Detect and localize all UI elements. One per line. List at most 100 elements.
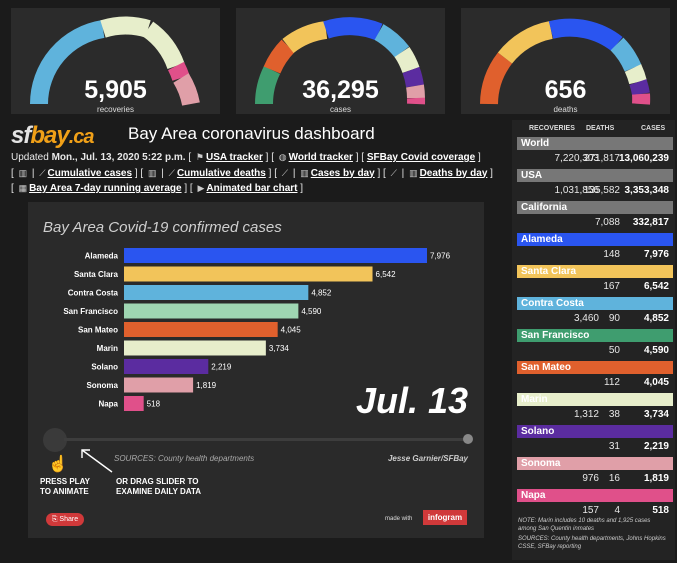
share-button[interactable]: ⎘ Share xyxy=(46,513,84,526)
bar-napa[interactable] xyxy=(124,396,144,411)
recoveries-gauge-arc xyxy=(30,16,200,107)
hand-pointer-icon: ☝ xyxy=(48,456,68,473)
bar-label: Santa Clara xyxy=(74,270,119,279)
bar-value: 518 xyxy=(147,400,161,409)
bar-contra-costa[interactable] xyxy=(124,285,309,300)
region-band-sonoma: Sonoma xyxy=(517,457,673,470)
region-values: 3,460 90 4,852 xyxy=(517,312,673,325)
bar-chart-icon: ▥ xyxy=(300,167,309,178)
bar-alameda[interactable] xyxy=(124,248,427,263)
region-values: 112 4,045 xyxy=(517,376,673,389)
sources-note: SOURCES: County health departments, John… xyxy=(518,536,666,550)
drag-slider-hint: OR DRAG SLIDER TO EXAMINE DAILY DATA xyxy=(116,477,202,496)
region-values: 167 6,542 xyxy=(517,280,673,293)
animated-bar-chart-link[interactable]: Animated bar chart xyxy=(206,183,298,194)
cases-value: 36,295 xyxy=(302,76,379,104)
region-band-san-mateo: San Mateo xyxy=(517,361,673,374)
value-cases: 4,852 xyxy=(643,313,669,324)
region-band-napa: Napa xyxy=(517,489,673,502)
updated-prefix: Updated xyxy=(11,152,49,163)
line-chart-icon: ⟋ xyxy=(281,167,289,178)
bar-label: Sonoma xyxy=(86,381,118,390)
bar-value: 1,819 xyxy=(196,381,217,390)
slider-handle[interactable] xyxy=(463,434,473,444)
chart-source: SOURCES: County health departments xyxy=(114,454,255,463)
play-icon: ▶ xyxy=(197,183,205,193)
bar-value: 4,852 xyxy=(311,289,332,298)
region-band-marin: Marin xyxy=(517,393,673,406)
world-tracker-link[interactable]: World tracker xyxy=(288,152,353,163)
value-cases: 4,045 xyxy=(643,377,669,388)
value-deaths: 16 xyxy=(608,473,620,484)
bar-label: San Mateo xyxy=(78,326,118,335)
bar-value: 6,542 xyxy=(376,270,397,279)
sfbay-covid-link[interactable]: SFBay Covid coverage xyxy=(366,152,476,163)
value-deaths: 148 xyxy=(603,249,620,260)
region-values: 31 2,219 xyxy=(517,440,673,453)
nav-links: Updated Mon., Jul. 13, 2020 5:22 p.m. [ … xyxy=(11,150,501,197)
value-recoveries: 976 xyxy=(582,473,599,484)
value-deaths: 50 xyxy=(608,345,620,356)
play-button[interactable] xyxy=(43,428,67,452)
bar-sonoma[interactable] xyxy=(124,377,194,393)
value-deaths: 4 xyxy=(614,505,620,516)
value-deaths: 135,582 xyxy=(583,185,620,196)
bar-chart-icon: ▥ xyxy=(18,167,28,178)
value-cases: 7,976 xyxy=(643,249,669,260)
header-deaths: DEATHS xyxy=(586,125,615,132)
region-values: 1,312 38 3,734 xyxy=(517,408,673,421)
header-recoveries: RECOVERIES xyxy=(529,125,575,132)
cumulative-deaths-link[interactable]: Cumulative deaths xyxy=(176,167,266,179)
region-values: 7,220,303 271,817 13,060,239 xyxy=(517,152,673,165)
value-deaths: 90 xyxy=(608,313,620,324)
region-band-san-francisco: San Francisco xyxy=(517,329,673,342)
header: sfbay.ca Bay Area coronavirus dashboard xyxy=(11,120,501,149)
value-deaths: 31 xyxy=(608,441,620,452)
bar-santa-clara[interactable] xyxy=(124,266,373,282)
region-values: 7,088 332,817 xyxy=(517,216,673,229)
bar-marin[interactable] xyxy=(124,340,266,356)
value-cases: 332,817 xyxy=(632,217,669,228)
cumulative-cases-link[interactable]: Cumulative cases xyxy=(47,167,133,179)
bar-chart-icon: ▥ xyxy=(409,167,418,178)
bar-value: 7,976 xyxy=(430,252,451,261)
sfbay-logo[interactable]: sfbay.ca xyxy=(11,122,95,149)
region-values: 1,031,856 135,582 3,353,348 xyxy=(517,184,673,197)
bar-value: 2,219 xyxy=(211,363,232,372)
chart-credit: Jesse Garnier/SFBay xyxy=(387,454,468,463)
bar-solano[interactable] xyxy=(124,359,209,374)
chart-title: Bay Area Covid-19 confirmed cases xyxy=(43,219,282,236)
bar-value: 4,590 xyxy=(301,307,322,316)
value-cases: 3,734 xyxy=(643,409,669,420)
value-recoveries: 7,220,303 xyxy=(554,153,600,164)
region-band-usa: USA xyxy=(517,169,673,182)
bar-value: 4,045 xyxy=(281,326,302,335)
region-band-solano: Solano xyxy=(517,425,673,438)
infogram-logo[interactable]: infogram xyxy=(423,510,467,525)
bar-san-francisco[interactable] xyxy=(124,303,299,319)
bar-label: Alameda xyxy=(85,252,119,261)
bar-san-mateo[interactable] xyxy=(124,322,278,337)
value-recoveries: 3,460 xyxy=(573,313,599,324)
usa-tracker-link[interactable]: USA tracker xyxy=(205,152,263,163)
recoveries-label: recoveries xyxy=(97,105,134,114)
arrow-icon xyxy=(81,449,113,473)
bar-chart: Alameda 7,976 Santa Clara 6,542 Contra Costa… xyxy=(63,248,451,411)
bar-chart-panel: Bay Area Covid-19 confirmed cases Alamed… xyxy=(28,202,484,538)
running-average-link[interactable]: Bay Area 7-day running average xyxy=(29,183,182,194)
region-values: 976 16 1,819 xyxy=(517,472,673,485)
value-cases: 13,060,239 xyxy=(618,153,669,164)
cases-gauge: 36,295 cases xyxy=(236,8,445,114)
region-band-santa-clara: Santa Clara xyxy=(517,265,673,278)
recoveries-gauge: 5,905 recoveries xyxy=(11,8,220,114)
deaths-gauge-arc xyxy=(480,18,651,105)
cases-label: cases xyxy=(330,105,351,114)
cases-by-day-link[interactable]: Cases by day xyxy=(310,167,375,179)
value-cases: 1,819 xyxy=(643,473,669,484)
deaths-by-day-link[interactable]: Deaths by day xyxy=(419,167,488,179)
date-slider[interactable] xyxy=(64,438,468,441)
bar-label: Solano xyxy=(91,363,118,372)
line-chart-icon: ⟋ xyxy=(390,167,397,178)
line-chart-icon: ⟋ xyxy=(39,167,46,178)
value-recoveries: 1,031,856 xyxy=(554,185,600,196)
